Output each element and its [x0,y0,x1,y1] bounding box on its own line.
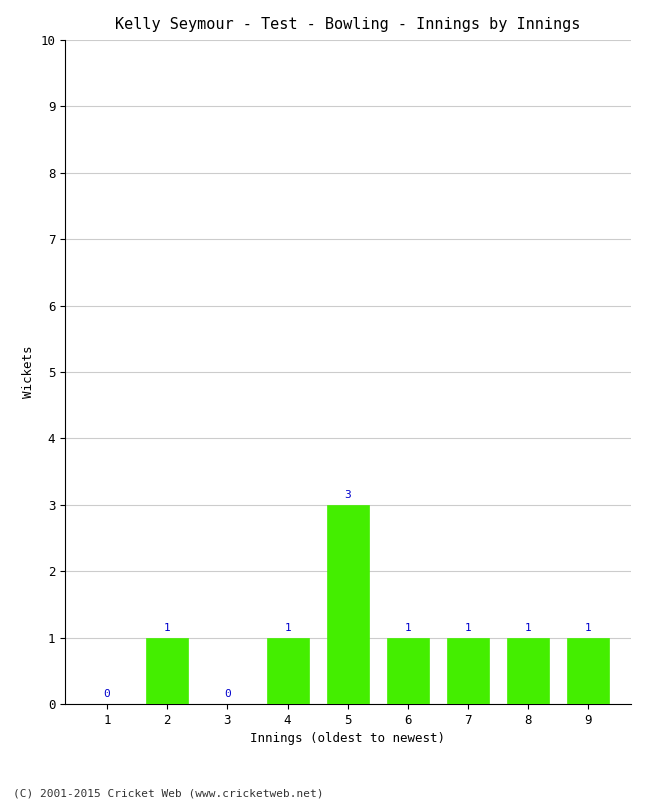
Title: Kelly Seymour - Test - Bowling - Innings by Innings: Kelly Seymour - Test - Bowling - Innings… [115,17,580,32]
Text: 0: 0 [104,690,110,699]
Bar [567,638,610,704]
Text: 1: 1 [585,623,592,633]
Text: 0: 0 [224,690,231,699]
Bar [146,638,188,704]
Text: 1: 1 [164,623,171,633]
Bar [387,638,429,704]
Bar [266,638,309,704]
Bar [507,638,549,704]
X-axis label: Innings (oldest to newest): Innings (oldest to newest) [250,732,445,746]
Text: 1: 1 [525,623,532,633]
Text: 1: 1 [284,623,291,633]
Text: 3: 3 [344,490,351,500]
Text: 1: 1 [404,623,411,633]
Y-axis label: Wickets: Wickets [21,346,34,398]
Bar [327,505,369,704]
Text: 1: 1 [465,623,471,633]
Text: (C) 2001-2015 Cricket Web (www.cricketweb.net): (C) 2001-2015 Cricket Web (www.cricketwe… [13,788,324,798]
Bar [447,638,489,704]
